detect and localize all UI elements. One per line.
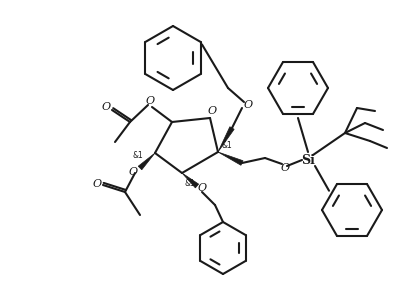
Text: &1: &1 bbox=[132, 151, 143, 160]
Text: &1: &1 bbox=[221, 140, 232, 149]
Text: O: O bbox=[145, 96, 154, 106]
Polygon shape bbox=[218, 152, 243, 165]
Text: Si: Si bbox=[301, 154, 315, 167]
Text: O: O bbox=[93, 179, 102, 189]
Text: &1: &1 bbox=[184, 179, 195, 188]
Text: O: O bbox=[281, 163, 290, 173]
Text: O: O bbox=[208, 106, 217, 116]
Polygon shape bbox=[182, 173, 199, 188]
Text: O: O bbox=[101, 102, 110, 112]
Text: O: O bbox=[244, 100, 253, 110]
Polygon shape bbox=[218, 127, 234, 152]
Polygon shape bbox=[138, 153, 155, 170]
Text: O: O bbox=[198, 183, 207, 193]
Text: O: O bbox=[128, 167, 137, 177]
